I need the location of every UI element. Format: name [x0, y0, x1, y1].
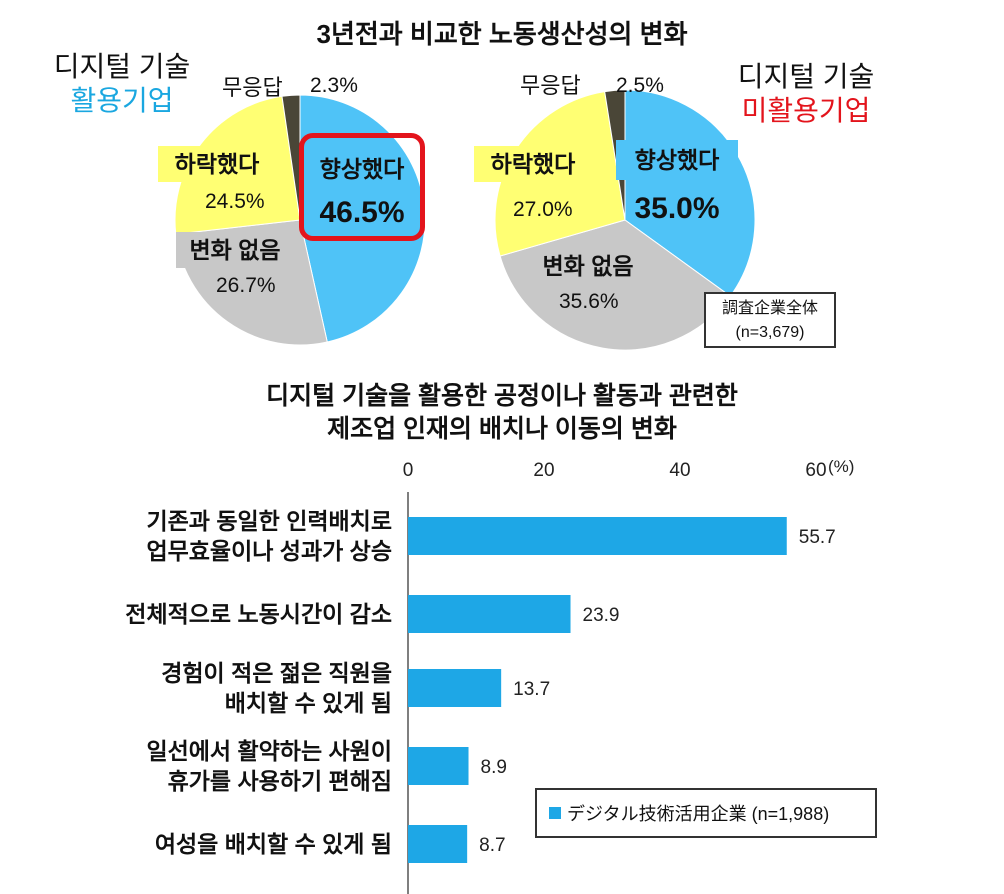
bar-value-label: 8.9	[481, 757, 507, 778]
left-up-highlight-frame	[299, 133, 425, 241]
category-label: 업무효율이나 성과가 상승	[146, 538, 392, 564]
category-label: 일선에서 활약하는 사원이	[146, 738, 392, 764]
bar-value-label: 23.9	[583, 605, 620, 626]
right-group-label: 디지털 기술 미활용기업	[706, 60, 906, 128]
bar-value-label: 8.7	[479, 835, 505, 856]
survey-info-box: 調査企業全体 (n=3,679)	[704, 292, 836, 348]
right-no-answer-value: 2.5%	[616, 74, 664, 97]
right-group-line2: 미활용기업	[741, 95, 871, 126]
bar	[408, 595, 571, 633]
legend-swatch	[549, 807, 561, 819]
right-group-line1: 디지털 기술	[737, 61, 875, 92]
left-group-line1: 디지털 기술	[53, 51, 191, 82]
bar	[408, 747, 469, 785]
survey-info-line2: (n=3,679)	[735, 324, 805, 341]
bar	[408, 669, 502, 707]
bar-chart-title-line1: 디지털 기술을 활용한 공정이나 활동과 관련한	[266, 382, 738, 410]
x-tick-label: 40	[669, 460, 690, 481]
right-same-value: 35.6%	[559, 290, 619, 313]
right-same-label: 변화 없음	[542, 253, 634, 279]
x-tick-label: 0	[403, 460, 414, 481]
x-axis-unit: (%)	[828, 457, 854, 476]
category-label: 배치할 수 있게 됨	[225, 690, 392, 716]
left-down-value: 24.5%	[205, 190, 265, 213]
survey-info-line1: 調査企業全体	[721, 300, 818, 317]
left-no-answer-label: 무응답	[222, 75, 283, 100]
left-group-line2: 활용기업	[70, 85, 174, 116]
productivity-chart-title: 3년전과 비교한 노동생산성의 변화	[316, 19, 688, 49]
x-tick-label: 20	[533, 460, 554, 481]
bar-value-label: 13.7	[513, 679, 550, 700]
right-down-value: 27.0%	[513, 198, 573, 221]
x-tick-label: 60	[805, 460, 826, 481]
bar	[408, 517, 787, 555]
category-label: 경험이 적은 젊은 직원을	[161, 660, 392, 686]
category-label: 휴가를 사용하기 편해짐	[168, 768, 392, 794]
left-group-label: 디지털 기술 활용기업	[22, 50, 222, 118]
right-up-label: 향상했다	[616, 140, 738, 180]
right-down-label: 하락했다	[474, 146, 592, 182]
bar-value-label: 55.7	[799, 527, 836, 548]
bar-chart-title-line2: 제조업 인재의 배치나 이동의 변화	[327, 415, 677, 443]
bar	[408, 825, 468, 863]
right-no-answer-label: 무응답	[520, 73, 581, 98]
category-label: 여성을 배치할 수 있게 됨	[155, 831, 392, 857]
left-no-answer-value: 2.3%	[310, 74, 358, 97]
left-pie-slice-no-answer	[281, 94, 301, 221]
left-up-value: 46.5%	[319, 196, 405, 229]
left-same-label: 변화 없음	[176, 232, 294, 268]
left-up-label: 향상했다	[319, 156, 405, 182]
left-down-label: 하락했다	[158, 146, 276, 182]
bar-chart-title: 디지털 기술을 활용한 공정이나 활동과 관련한 제조업 인재의 배치나 이동의…	[0, 380, 1004, 446]
right-up-value: 35.0%	[634, 192, 720, 225]
category-label: 기존과 동일한 인력배치로	[146, 508, 392, 534]
right-pie-slice-no-answer	[604, 89, 626, 221]
legend-label: デジタル技術活用企業 (n=1,988)	[567, 804, 830, 824]
left-same-value: 26.7%	[216, 274, 276, 297]
legend: デジタル技術活用企業 (n=1,988)	[535, 788, 877, 838]
category-label: 전체적으로 노동시간이 감소	[125, 601, 392, 627]
